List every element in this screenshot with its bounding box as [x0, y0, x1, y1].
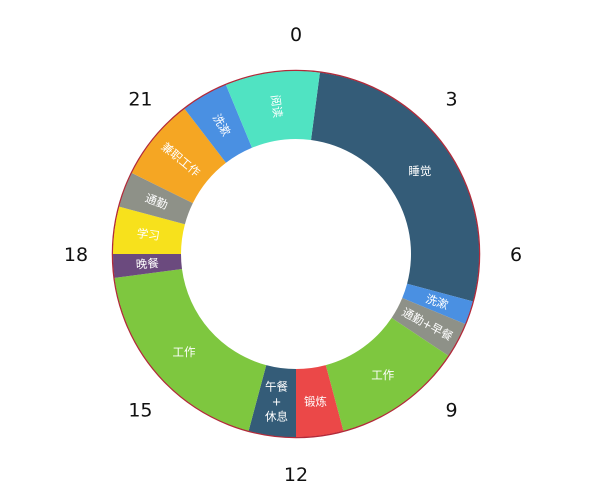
segment-3 — [325, 317, 449, 431]
segment-label-12: 阅读 — [268, 94, 285, 119]
hour-tick-9: 9 — [446, 400, 458, 422]
segment-6 — [114, 269, 267, 431]
segment-4 — [296, 365, 344, 437]
segment-label-7: 晚餐 — [135, 256, 159, 272]
segment-11 — [184, 84, 252, 163]
segment-label-0: 睡觉 — [408, 164, 431, 178]
segment-12 — [225, 71, 320, 148]
hour-tick-labels: 0 3 6 9 12 15 18 21 — [64, 24, 522, 486]
donut-outline — [111, 69, 481, 439]
segment-8 — [113, 206, 185, 254]
hour-tick-15: 15 — [128, 400, 152, 422]
hour-tick-6: 6 — [510, 244, 522, 266]
hour-tick-3: 3 — [446, 88, 458, 110]
hour-tick-0: 0 — [290, 24, 302, 46]
segment-10 — [131, 108, 226, 204]
segment-1 — [402, 283, 473, 325]
segment-label-8: 学习 — [136, 226, 161, 243]
segment-0 — [311, 72, 479, 302]
segment-label-4: 锻炼 — [304, 395, 327, 409]
hour-tick-18: 18 — [64, 244, 88, 266]
hour-tick-21: 21 — [128, 88, 152, 110]
hour-tick-12: 12 — [284, 464, 308, 486]
segment-label-3: 工作 — [371, 368, 394, 382]
donut-segments — [113, 71, 479, 437]
segment-label-6: 工作 — [172, 345, 195, 359]
segment-9 — [119, 173, 193, 225]
segment-label-5: 午餐+休息 — [265, 380, 288, 424]
segment-7 — [113, 254, 182, 278]
segment-2 — [391, 298, 466, 356]
segment-5 — [248, 365, 296, 437]
